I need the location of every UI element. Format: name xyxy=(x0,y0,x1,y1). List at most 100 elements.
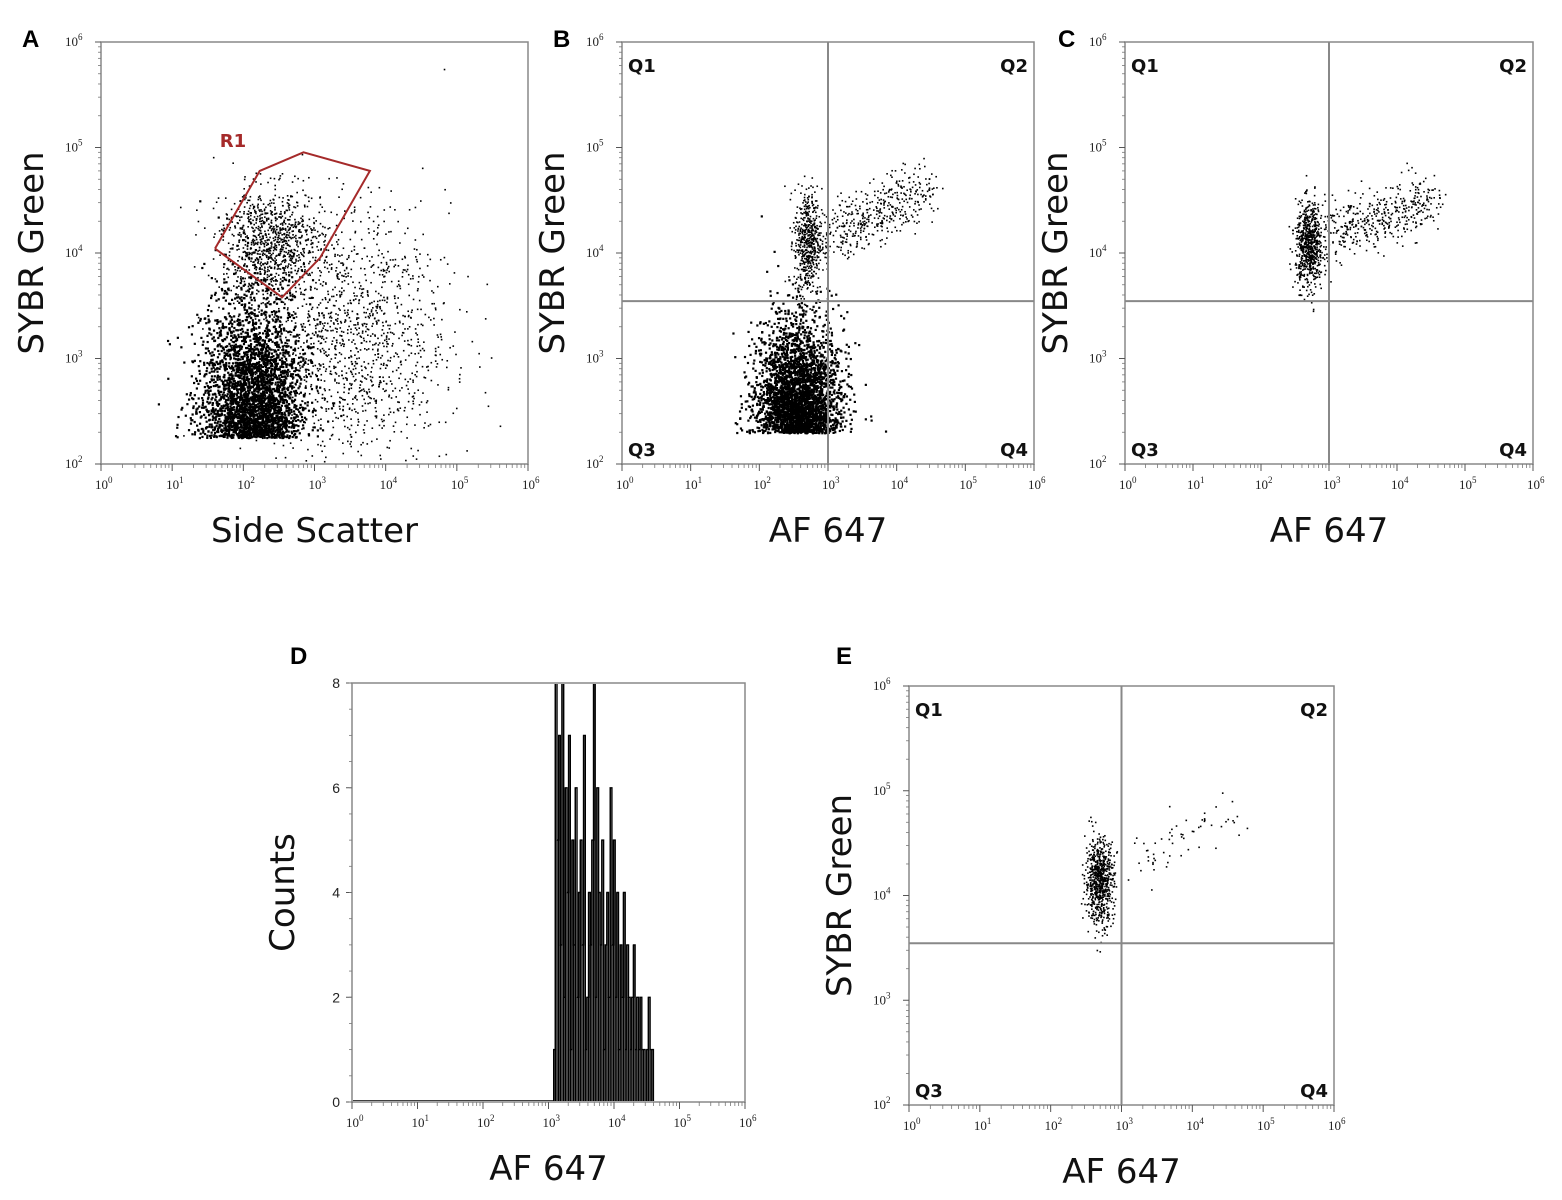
data-point xyxy=(301,153,304,156)
data-point xyxy=(291,388,293,390)
data-point xyxy=(193,266,196,268)
data-point xyxy=(378,273,381,276)
data-point xyxy=(270,362,274,366)
data-point xyxy=(228,229,231,231)
data-point xyxy=(273,402,276,406)
data-point xyxy=(390,397,393,399)
data-point xyxy=(239,395,243,398)
data-point xyxy=(294,325,297,328)
data-point xyxy=(255,352,258,355)
data-point xyxy=(303,251,305,254)
data-point xyxy=(257,260,260,262)
data-point xyxy=(236,417,239,420)
data-point xyxy=(203,373,207,376)
data-point xyxy=(239,392,242,395)
data-point xyxy=(418,275,420,278)
data-point xyxy=(267,233,270,235)
data-point xyxy=(312,409,314,412)
data-point xyxy=(243,371,246,374)
data-point xyxy=(278,426,281,429)
data-point xyxy=(283,268,285,271)
data-point xyxy=(399,389,401,392)
data-point xyxy=(325,249,328,251)
data-point xyxy=(265,256,268,259)
data-point xyxy=(385,233,387,236)
data-point xyxy=(242,407,245,411)
data-point xyxy=(383,424,385,427)
data-point xyxy=(218,399,221,402)
data-point xyxy=(278,374,281,377)
data-point xyxy=(357,321,359,324)
data-point xyxy=(225,387,228,390)
data-point xyxy=(265,206,267,209)
data-point xyxy=(262,355,265,358)
data-point xyxy=(242,399,245,402)
data-point xyxy=(277,391,280,394)
data-point xyxy=(328,365,331,368)
data-point xyxy=(269,199,272,202)
data-point xyxy=(313,422,316,425)
data-point xyxy=(335,234,337,236)
data-point xyxy=(249,339,252,342)
data-point xyxy=(389,380,392,382)
data-point xyxy=(209,401,212,404)
data-point xyxy=(285,409,288,412)
data-point xyxy=(270,213,272,215)
data-point xyxy=(229,349,232,352)
data-point xyxy=(275,315,278,318)
data-point xyxy=(377,356,380,359)
data-point xyxy=(276,409,279,412)
data-point xyxy=(265,418,268,421)
data-point xyxy=(248,258,251,261)
data-point xyxy=(275,259,278,261)
data-point xyxy=(259,263,262,265)
data-point xyxy=(257,384,261,387)
data-point xyxy=(273,434,277,437)
data-point xyxy=(377,292,380,295)
data-point xyxy=(294,286,297,289)
data-point xyxy=(280,419,283,422)
data-point xyxy=(255,236,258,239)
data-point xyxy=(277,330,280,334)
data-point xyxy=(341,287,343,289)
data-point xyxy=(392,425,395,427)
data-point xyxy=(275,419,278,421)
data-point xyxy=(323,388,326,390)
data-point xyxy=(315,237,318,240)
data-point xyxy=(215,299,218,302)
data-point xyxy=(195,412,198,415)
data-point xyxy=(326,267,329,270)
data-point xyxy=(225,379,228,382)
data-point xyxy=(286,342,289,345)
data-point xyxy=(262,387,265,390)
data-point xyxy=(257,369,261,372)
data-point xyxy=(226,214,228,216)
data-point xyxy=(240,367,243,370)
data-point xyxy=(246,355,250,359)
data-point xyxy=(252,227,254,230)
data-point xyxy=(213,348,216,351)
data-point xyxy=(323,397,326,399)
data-point xyxy=(220,390,223,393)
data-point xyxy=(213,293,217,296)
data-point xyxy=(309,359,312,362)
data-point xyxy=(282,354,285,357)
data-point xyxy=(310,197,313,200)
x-tick-label: 100 xyxy=(95,475,113,492)
data-point xyxy=(234,351,237,354)
data-point xyxy=(238,408,241,412)
data-point xyxy=(258,326,261,329)
data-point xyxy=(300,266,302,268)
data-point xyxy=(239,281,242,285)
data-point xyxy=(271,285,274,287)
data-point xyxy=(248,335,251,338)
data-point xyxy=(290,250,292,253)
data-point xyxy=(264,372,267,375)
data-point xyxy=(388,407,391,410)
data-point xyxy=(323,349,325,352)
data-point xyxy=(269,375,273,378)
data-point xyxy=(224,407,227,410)
data-point xyxy=(242,371,245,374)
data-point xyxy=(280,286,283,289)
data-point xyxy=(371,256,373,258)
